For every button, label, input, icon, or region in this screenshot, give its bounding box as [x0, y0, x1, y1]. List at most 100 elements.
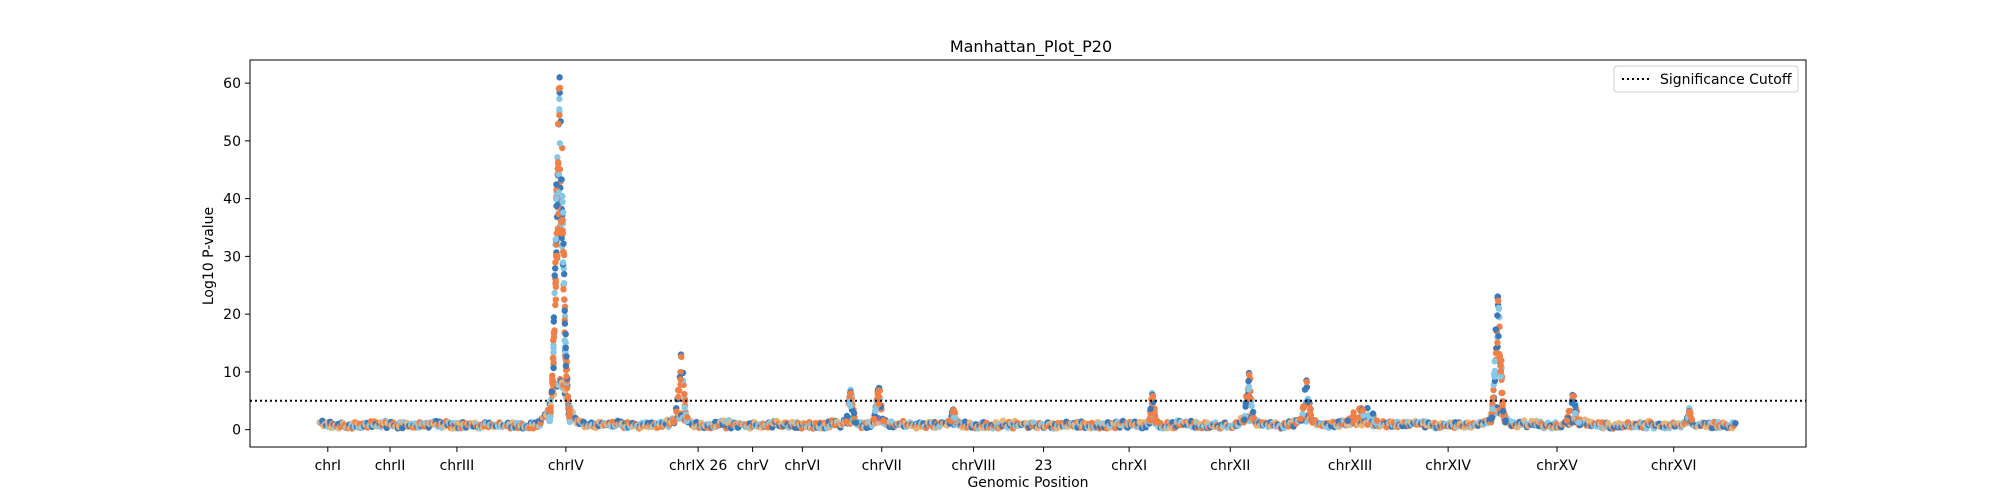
data-point	[842, 418, 850, 425]
data-point	[560, 240, 567, 247]
data-point	[1303, 378, 1311, 386]
data-point	[565, 404, 573, 412]
x-axis: chrI chrII chrIII chrIV chrIX 26 chrV chrVI chr…	[315, 447, 1697, 474]
data-point	[1489, 394, 1497, 401]
data-point	[677, 376, 684, 383]
data-point	[1309, 418, 1317, 425]
data-point	[1491, 358, 1498, 365]
data-point	[1732, 420, 1739, 427]
legend-entry-significance-cutoff: Significance Cutoff	[1660, 72, 1792, 88]
data-point	[1360, 412, 1367, 419]
data-point	[556, 112, 563, 119]
data-point	[1499, 398, 1507, 405]
data-point	[950, 406, 957, 414]
data-point	[561, 251, 568, 259]
data-point	[551, 289, 558, 297]
x-tick-label: chrII	[375, 458, 406, 474]
data-point	[559, 216, 566, 223]
y-axis: 0 10 20 30 40 50 60	[223, 76, 250, 439]
data-point	[1245, 385, 1252, 393]
data-point	[552, 259, 559, 266]
data-point	[1373, 417, 1381, 424]
data-point	[551, 327, 558, 334]
data-point	[556, 95, 563, 103]
data-point	[1494, 339, 1501, 346]
data-point	[1502, 417, 1509, 424]
data-point	[951, 414, 959, 422]
data-point	[547, 406, 554, 413]
x-tick-label: chrIX 26	[669, 458, 727, 474]
data-point	[550, 318, 557, 325]
data-point	[1301, 403, 1308, 410]
data-point	[850, 409, 858, 417]
data-point	[852, 419, 860, 426]
data-point	[547, 413, 554, 420]
data-point	[555, 171, 562, 178]
data-point	[1490, 386, 1497, 394]
data-point	[561, 307, 568, 314]
data-point	[875, 387, 883, 394]
data-point	[1369, 410, 1377, 417]
data-point	[552, 265, 559, 272]
data-point	[561, 296, 568, 303]
data-point	[549, 355, 556, 362]
x-tick-label: chrIII	[440, 458, 475, 474]
data-point	[1497, 373, 1504, 380]
data-point	[566, 413, 573, 420]
data-point	[1499, 408, 1507, 415]
x-tick-label: chrXI	[1111, 458, 1147, 474]
data-point	[673, 408, 680, 415]
data-point	[553, 202, 560, 210]
data-point	[562, 331, 569, 338]
data-point	[872, 407, 879, 414]
data-point	[1575, 419, 1583, 426]
data-point	[562, 344, 569, 352]
x-tick-label: chrXIV	[1425, 458, 1471, 474]
data-point	[1344, 417, 1352, 424]
x-tick-label: chrIV	[548, 458, 584, 474]
data-point	[564, 384, 571, 392]
data-point	[560, 286, 567, 293]
data-point	[1146, 416, 1154, 423]
data-point	[678, 353, 685, 360]
y-tick-label: 50	[223, 134, 241, 150]
data-point	[551, 272, 558, 279]
data-point	[670, 419, 677, 426]
data-point	[554, 165, 561, 172]
data-point	[1494, 312, 1501, 319]
data-point	[1307, 406, 1314, 413]
data-point	[561, 270, 568, 278]
data-point	[556, 140, 564, 147]
chart-title: Manhattan_Plot_P20	[950, 37, 1112, 57]
x-tick-label: chrV	[737, 458, 769, 474]
data-point	[552, 252, 560, 260]
data-point	[558, 229, 565, 237]
data-point	[675, 393, 682, 401]
data-point	[549, 372, 556, 379]
x-tick-label: chrXVI	[1651, 458, 1697, 474]
data-point	[550, 344, 557, 351]
data-point	[675, 386, 682, 394]
data-point	[552, 296, 559, 303]
data-point	[548, 388, 555, 395]
x-tick-label: 23	[1035, 458, 1053, 474]
plot-frame	[249, 59, 1807, 448]
data-point	[847, 390, 855, 397]
data-point	[562, 362, 570, 370]
x-tick-label: chrXII	[1210, 458, 1250, 474]
data-point	[550, 364, 557, 371]
data-point	[880, 418, 887, 425]
data-point	[681, 390, 688, 398]
data-point	[1496, 350, 1503, 358]
data-point	[1250, 415, 1257, 422]
data-point	[1563, 417, 1571, 424]
data-point	[1152, 419, 1159, 426]
data-point	[561, 320, 569, 327]
data-point	[1487, 415, 1495, 423]
data-point	[559, 198, 566, 206]
data-point	[564, 397, 571, 404]
data-point	[681, 404, 688, 411]
y-tick-label: 40	[223, 192, 241, 208]
data-point	[1245, 377, 1252, 385]
